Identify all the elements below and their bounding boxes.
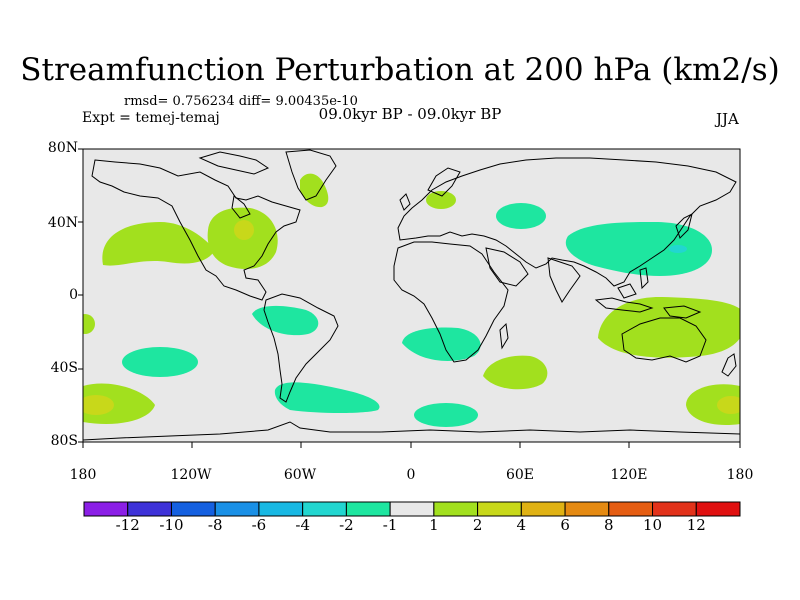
colorbar-box	[433, 501, 479, 517]
anomaly-region-east-asia	[565, 222, 712, 276]
lon-label-180w: 180	[69, 467, 97, 483]
colorbar-box	[258, 501, 304, 517]
colorbar-box	[302, 501, 347, 517]
period-label: 09.0kyr BP - 09.0kyr BP	[318, 105, 502, 123]
colorbar-box	[564, 501, 610, 517]
colorbar-label: -1	[382, 516, 398, 534]
coastline-antarctica	[83, 421, 740, 441]
season-label: JJA	[716, 110, 739, 128]
lon-label-60e: 60E	[505, 467, 535, 483]
anomaly-region-greenland	[300, 173, 329, 208]
coastline-arabia	[485, 247, 529, 287]
map-background	[83, 149, 740, 442]
coastline-arctic-islands	[198, 151, 270, 175]
colorbar-box	[520, 501, 566, 517]
axis-ticks	[78, 148, 741, 448]
anomaly-region-australia	[598, 296, 740, 358]
coastline-japan	[675, 213, 693, 239]
anomaly-region-southern-africa	[483, 355, 548, 390]
anomaly-region-subtropical-south-pacific	[122, 347, 198, 377]
coastline-borneo	[617, 283, 637, 299]
lat-label-0: 0	[69, 287, 78, 303]
chart-title: Streamfunction Perturbation at 200 hPa (…	[20, 52, 780, 88]
anomaly-region-west-edge	[83, 314, 95, 334]
coastline-north-america	[91, 159, 301, 301]
lon-label-120w: 120W	[170, 467, 212, 483]
colorbar-label: -6	[251, 516, 267, 534]
anomaly-region-north-america-core	[234, 220, 254, 240]
colorbar-box	[652, 501, 697, 517]
coastline-new-zealand	[721, 353, 737, 377]
coastline-south-america	[263, 293, 339, 403]
colorbar-label: -12	[115, 516, 140, 534]
anomaly-region-drake-passage	[274, 382, 380, 413]
coastline-scandinavia	[427, 167, 461, 197]
coastlines	[83, 149, 740, 441]
colorbar-label: 8	[604, 516, 614, 534]
colorbar-box	[389, 501, 435, 517]
colorbar-box	[695, 501, 741, 517]
anomaly-region-north-pacific	[102, 222, 215, 266]
anomaly-region-east-asia-core	[669, 245, 687, 253]
anomaly-region-central-asia	[496, 203, 546, 229]
colorbar-label: 2	[472, 516, 483, 534]
coastline-philippines	[639, 267, 649, 290]
colorbar-box	[214, 501, 260, 517]
colorbar-label: 6	[560, 516, 570, 534]
lat-label-40s: 40S	[50, 360, 78, 376]
coastline-british-isles	[399, 193, 411, 211]
lon-label-0: 0	[406, 467, 416, 483]
colorbar-label: -4	[295, 516, 310, 534]
anomaly-region-south-indian-core	[717, 396, 740, 414]
coastline-africa	[393, 241, 509, 363]
colorbar-box	[127, 501, 172, 517]
lon-label-60w: 60W	[283, 467, 317, 483]
colorbar-box	[83, 501, 129, 517]
anomaly-shading	[83, 173, 740, 427]
colorbar-label: 10	[642, 516, 663, 534]
coastline-eurasia	[397, 157, 737, 287]
anomaly-region-south-pacific-core	[83, 395, 114, 415]
experiment-label: Expt = temej-temaj	[82, 110, 220, 126]
colorbar-label: -10	[159, 516, 184, 534]
coastline-australia	[621, 317, 707, 363]
colorbar	[83, 501, 741, 517]
stats-subtitle: rmsd= 0.756234 diff= 9.00435e-10	[124, 94, 358, 109]
lat-label-80s: 80S	[50, 433, 78, 449]
anomaly-region-south-africa-east	[402, 327, 481, 361]
colorbar-label: 4	[516, 516, 527, 534]
coastline-indonesia	[594, 297, 654, 313]
colorbar-box	[170, 501, 216, 517]
colorbar-label: 1	[429, 516, 439, 534]
colorbar-label: 12	[686, 516, 706, 534]
anomaly-region-south-indian	[686, 384, 740, 426]
colorbar-label: -2	[339, 516, 354, 534]
lat-label-40n: 40N	[47, 215, 78, 231]
anomaly-region-europe	[426, 191, 456, 209]
colorbar-box	[608, 501, 654, 517]
lon-label-120e: 120E	[610, 467, 648, 483]
anomaly-region-south-atlantic	[252, 305, 319, 336]
coastline-new-guinea	[663, 305, 702, 319]
anomaly-region-south-atlantic-polar	[414, 403, 478, 427]
lon-label-180e: 180	[726, 467, 754, 483]
coastline-india	[547, 257, 581, 303]
lat-label-80n: 80N	[47, 140, 78, 156]
coastline-madagascar	[499, 322, 509, 350]
colorbar-box	[345, 501, 391, 517]
coastline-hudson-bay	[231, 195, 251, 219]
colorbar-box	[477, 501, 522, 517]
coastline-greenland	[285, 149, 337, 201]
colorbar-label: -8	[207, 516, 223, 534]
